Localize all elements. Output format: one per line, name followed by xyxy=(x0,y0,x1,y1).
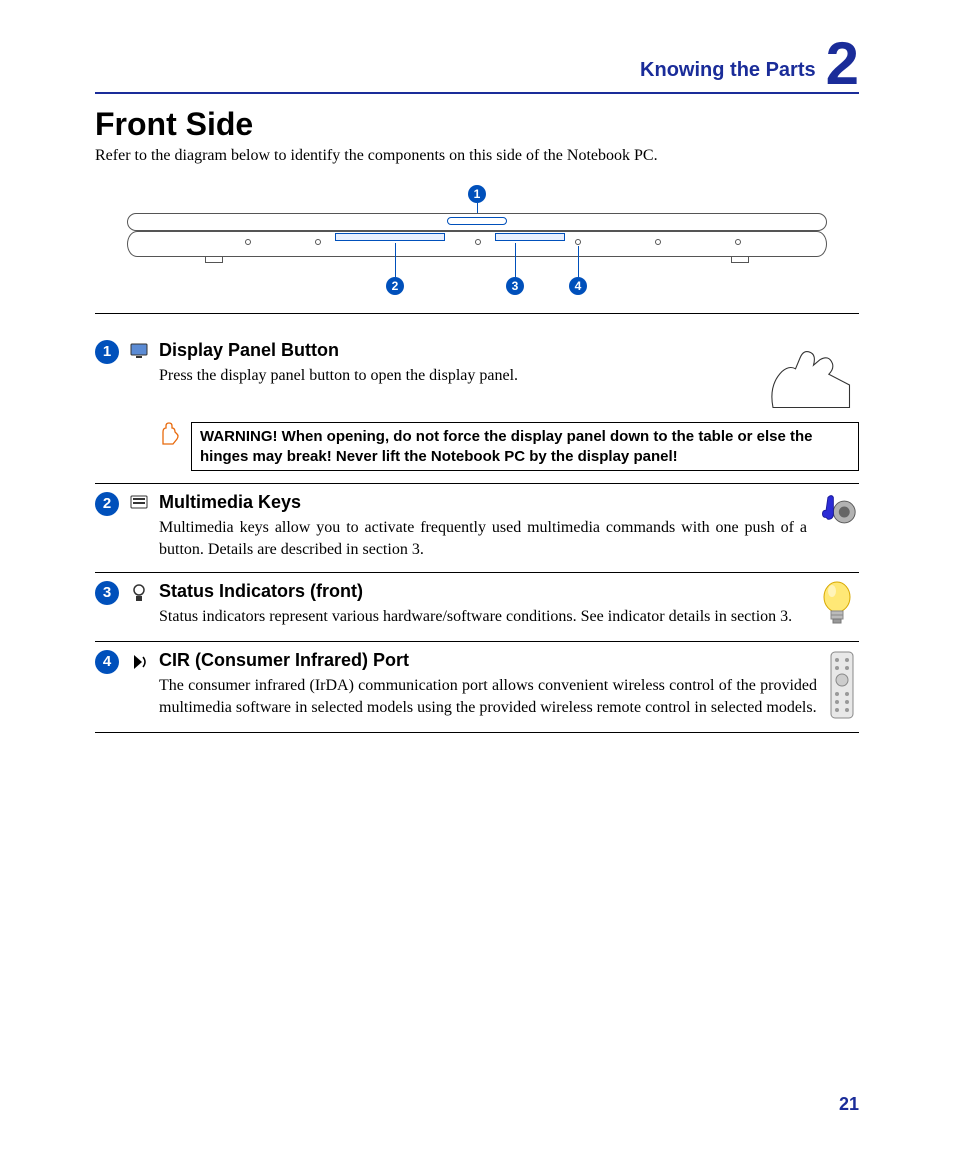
section-intro: Refer to the diagram below to identify t… xyxy=(95,147,859,165)
front-diagram: 1 2 3 4 xyxy=(95,183,859,314)
callout-line xyxy=(515,243,516,277)
diagram-callout-2: 2 xyxy=(386,277,404,295)
callout-line xyxy=(395,243,396,277)
speaker-note-icon xyxy=(815,492,859,528)
item-status-indicators: 3 Status Indicators (front) Status indic… xyxy=(95,573,859,642)
indicator-icon xyxy=(129,584,149,604)
item-title: Status Indicators (front) xyxy=(159,581,807,602)
port-dot xyxy=(245,239,251,245)
warning-block: WARNING! When opening, do not force the … xyxy=(159,422,859,471)
item-text: Multimedia keys allow you to activate fr… xyxy=(159,517,807,560)
cir-port xyxy=(575,239,581,245)
remote-icon xyxy=(825,650,859,720)
item-text: Press the display panel button to open t… xyxy=(159,365,759,387)
callout-line xyxy=(578,246,579,277)
port-dot xyxy=(315,239,321,245)
status-indicators-slot xyxy=(495,233,565,241)
item-number: 1 xyxy=(95,340,119,364)
item-cir-port: 4 CIR (Consumer Infrared) Port The consu… xyxy=(95,642,859,733)
diagram-callout-4: 4 xyxy=(569,277,587,295)
warning-hand-icon xyxy=(159,422,181,451)
display-panel-button xyxy=(447,217,507,225)
warning-text: WARNING! When opening, do not force the … xyxy=(191,422,859,471)
lightbulb-icon xyxy=(815,581,859,629)
section-title: Front Side xyxy=(95,106,859,143)
monitor-icon xyxy=(129,343,149,359)
item-text: The consumer infrared (IrDA) communicati… xyxy=(159,675,817,718)
diagram-callout-1: 1 xyxy=(468,185,486,203)
hand-icon xyxy=(759,340,859,412)
chapter-number: 2 xyxy=(826,40,859,88)
foot xyxy=(205,257,223,263)
multimedia-keys-slot xyxy=(335,233,445,241)
chapter-title: Knowing the Parts xyxy=(640,59,816,82)
item-number: 4 xyxy=(95,650,119,674)
item-title: Display Panel Button xyxy=(159,340,759,361)
item-display-panel-button: 1 Display Panel Button Press the display… xyxy=(95,332,859,484)
foot xyxy=(731,257,749,263)
port-dot xyxy=(735,239,741,245)
item-multimedia-keys: 2 Multimedia Keys Multimedia keys allow … xyxy=(95,484,859,573)
page-header: Knowing the Parts 2 xyxy=(95,40,859,94)
diagram-callout-3: 3 xyxy=(506,277,524,295)
port-dot xyxy=(475,239,481,245)
item-number: 3 xyxy=(95,581,119,605)
item-title: CIR (Consumer Infrared) Port xyxy=(159,650,817,671)
item-text: Status indicators represent various hard… xyxy=(159,606,807,628)
port-dot xyxy=(655,239,661,245)
item-title: Multimedia Keys xyxy=(159,492,807,513)
page-number: 21 xyxy=(839,1094,859,1115)
item-number: 2 xyxy=(95,492,119,516)
keyboard-icon xyxy=(129,495,149,509)
infrared-icon xyxy=(129,653,149,671)
